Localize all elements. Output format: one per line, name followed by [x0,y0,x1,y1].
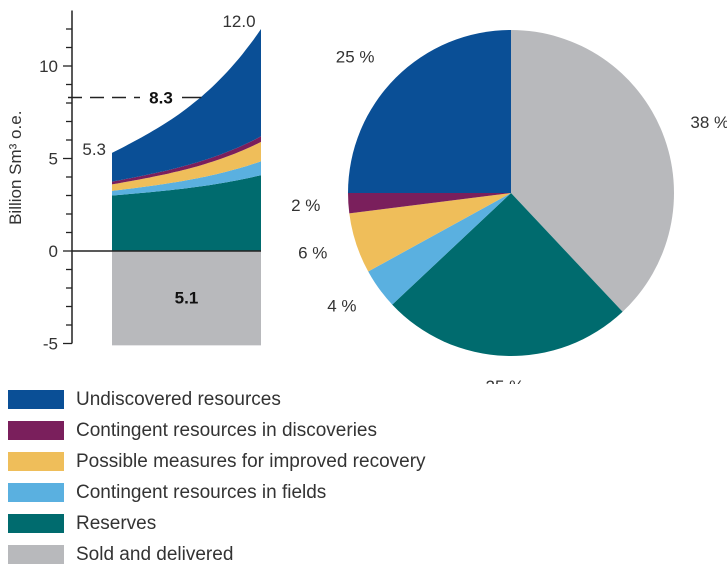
stacked-area-chart: -5 0 5 10 Billion Sm³ o.e. 5.3 12.0 8.3 5.1 [6,10,261,354]
legend-label: Undiscovered resources [76,388,281,410]
pie-slices [348,30,674,356]
area-reserves [112,175,261,251]
pie-labels: 38 % 25 % 4 % 6 % 2 % 25 % [291,48,727,385]
legend-label: Contingent resources in fields [76,481,327,503]
legend-swatch [8,390,64,409]
sold-and-delivered-block [112,251,261,346]
y-tick-label: 10 [39,57,58,76]
pie-slice-undiscovered-resources [348,30,511,193]
start-total-label: 5.3 [82,140,106,159]
legend-swatch [8,421,64,440]
y-tick-label: 0 [49,242,58,261]
y-tick-label: 5 [49,150,58,169]
legend-label: Sold and delivered [76,543,234,565]
pie-slice-contingent-resources-in-discoveries [348,193,511,214]
area-contingent-resources-in-discoveries [112,136,261,185]
pie-slice-contingent-resources-in-fields [368,193,511,305]
pie-slice-reserves [392,193,623,356]
y-axis-label: Billion Sm³ o.e. [6,111,25,225]
legend-label: Possible measures for improved recovery [76,450,426,472]
legend-swatch [8,514,64,533]
legend-label: Reserves [76,512,157,534]
legend-item: Sold and delivered [8,539,426,570]
pie-label-possible-measures-for-improved-recovery: 6 % [298,244,327,263]
legend-swatch [8,452,64,471]
pie-label-contingent-resources-in-discoveries: 2 % [291,196,320,215]
pie-slice-sold-and-delivered [511,30,674,312]
pie-slice-possible-measures-for-improved-recovery [349,193,511,272]
legend-item: Contingent resources in discoveries [8,415,426,446]
end-total-label: 12.0 [222,12,255,31]
area-undiscovered-resources [112,29,261,182]
pie-label-reserves: 25 % [486,377,525,384]
dashed-marker-label: 8.3 [149,88,173,107]
sold-value-label: 5.1 [175,288,199,307]
y-tick-label: -5 [43,335,58,354]
legend-label: Contingent resources in discoveries [76,419,377,441]
pie-label-contingent-resources-in-fields: 4 % [327,296,356,315]
pie-chart: 38 % 25 % 4 % 6 % 2 % 25 % [291,30,727,384]
y-ticks: -5 0 5 10 [39,28,72,354]
pie-label-sold-and-delivered: 38 % [690,113,727,132]
legend-item: Reserves [8,508,426,539]
legend-swatch [8,483,64,502]
area-possible-measures-for-improved-recovery [112,141,261,191]
area-contingent-resources-in-fields [112,161,261,196]
area-layers [112,29,261,251]
legend-swatch [8,545,64,564]
pie-label-undiscovered-resources: 25 % [336,48,375,67]
legend-item: Undiscovered resources [8,384,426,415]
legend-item: Possible measures for improved recovery [8,446,426,477]
chart-figure: -5 0 5 10 Billion Sm³ o.e. 5.3 12.0 8.3 5.1… [6,10,727,384]
legend: Undiscovered resources Contingent resour… [8,384,426,570]
legend-item: Contingent resources in fields [8,477,426,508]
